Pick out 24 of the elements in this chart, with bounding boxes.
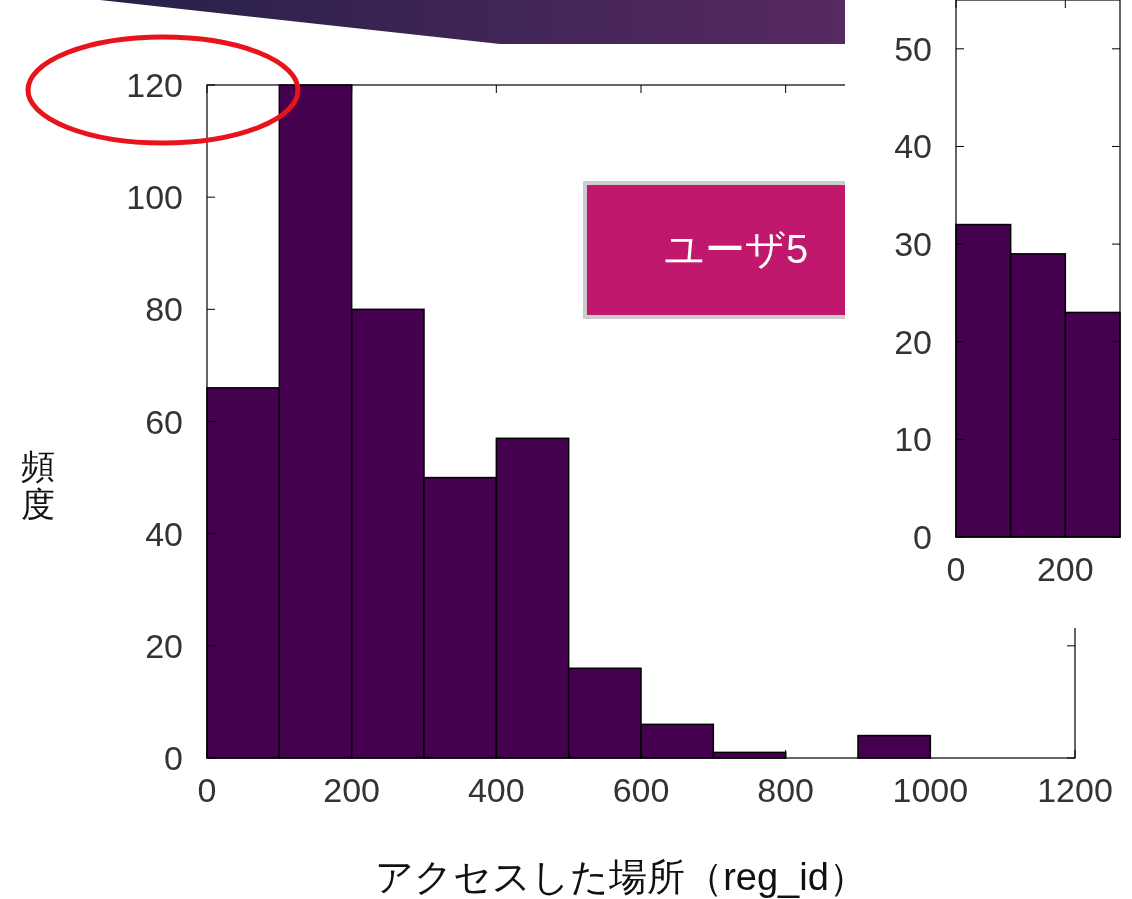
y-tick-label: 50	[894, 29, 932, 68]
y-tick-label: 0	[164, 739, 183, 777]
y-tick-label: 40	[145, 514, 183, 553]
x-tick-label: 400	[467, 771, 525, 809]
y-tick-label: 10	[894, 420, 932, 459]
y-tick-label: 60	[145, 402, 183, 441]
x-axis-title: アクセスした場所（reg_id）	[375, 856, 867, 898]
x-tick-label: 0	[197, 771, 217, 809]
y-tick-label: 40	[894, 127, 932, 166]
x-tick-label: 1000	[892, 771, 969, 809]
annotation: ユーザ5	[663, 227, 809, 271]
y-tick-label: 20	[145, 626, 183, 665]
y-tick-label: 20	[894, 322, 932, 361]
y-tick-label: 80	[145, 290, 183, 329]
y-tick-label: 100	[126, 178, 183, 217]
y-tick-label: 120	[126, 66, 183, 104]
x-tick-label: 800	[757, 771, 815, 809]
x-tick-label: 1200	[1037, 771, 1113, 809]
y-tick-label: 30	[894, 225, 932, 264]
y-tick-label: 0	[913, 518, 932, 556]
y-axis-title: 頻度	[21, 447, 55, 523]
x-tick-label: 200	[1036, 550, 1094, 588]
x-tick-label: 600	[612, 771, 670, 809]
x-tick-label: 200	[323, 771, 381, 809]
